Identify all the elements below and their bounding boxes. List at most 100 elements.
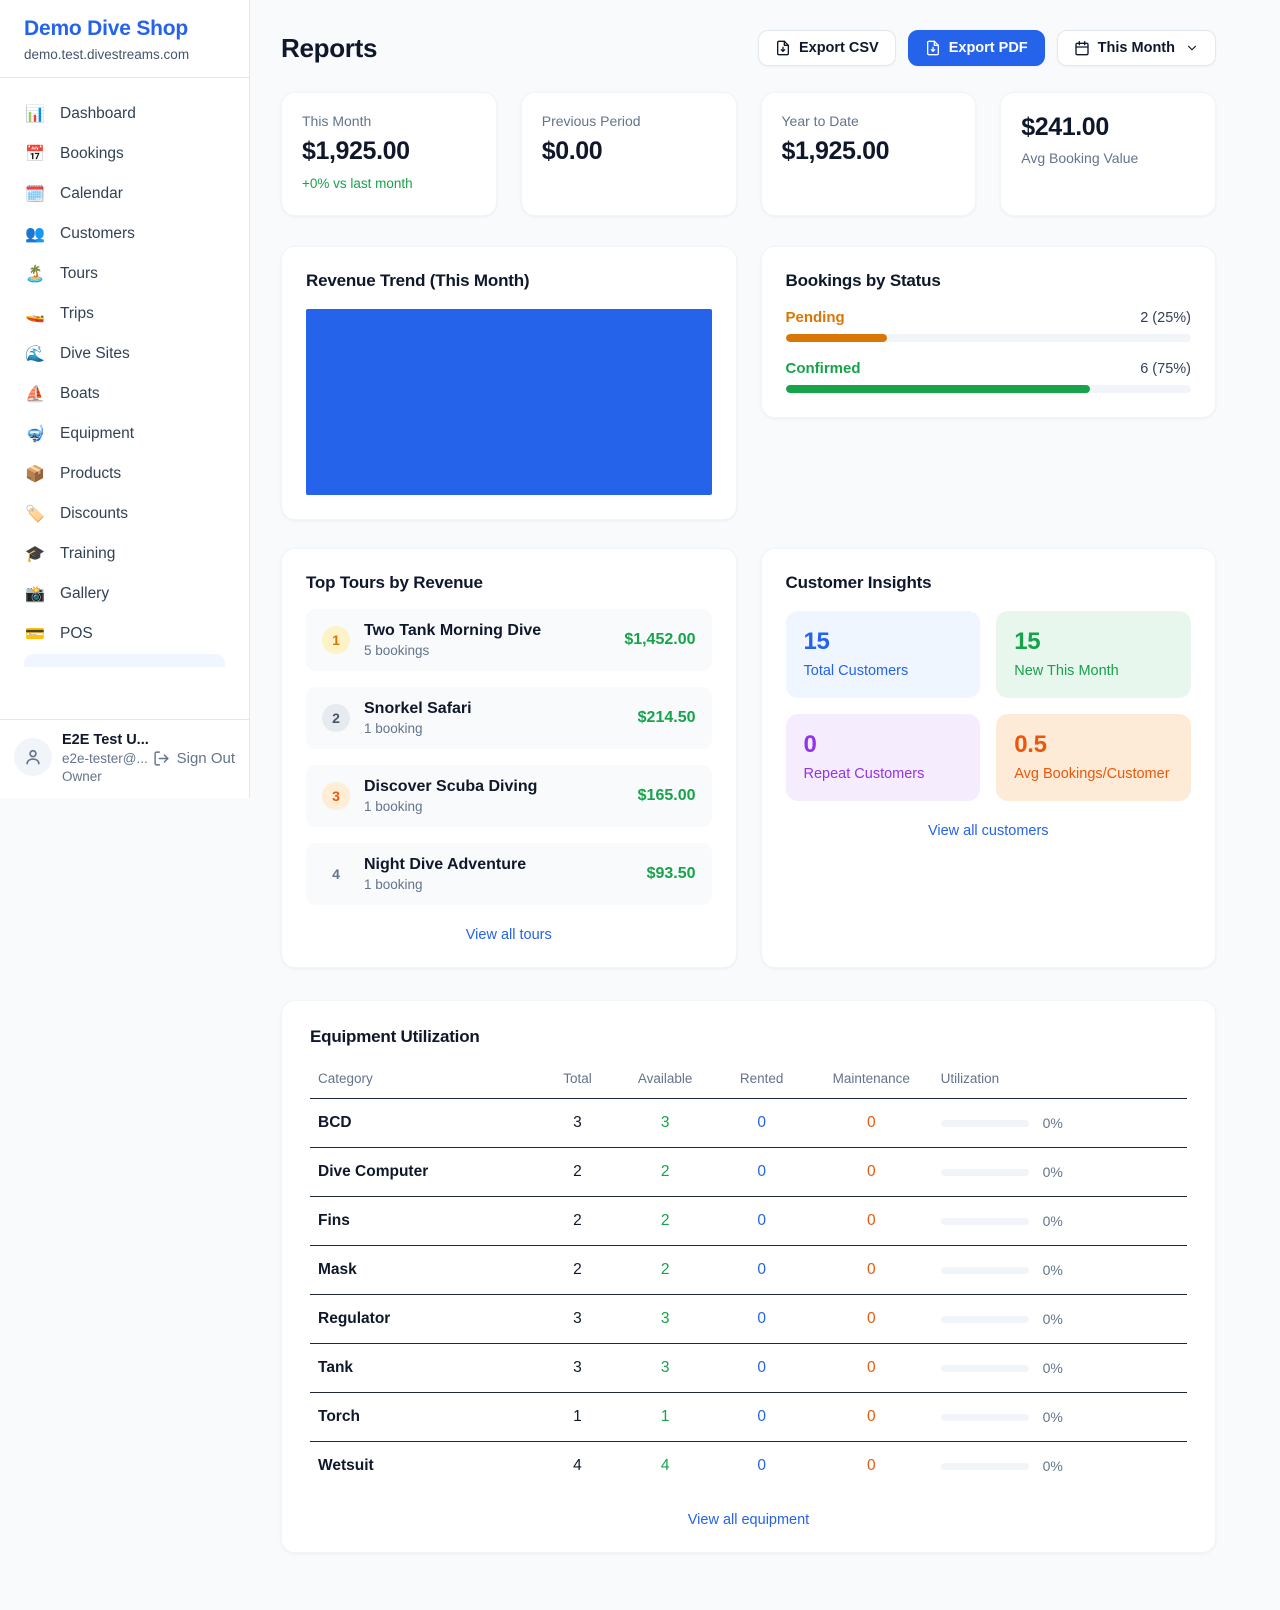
- status-bar-fill: [785, 334, 887, 342]
- table-row: Tank 3 3 0 0 0%: [310, 1343, 1187, 1393]
- calendar-icon: 🗓️: [25, 186, 45, 203]
- utilization-bar-track: [940, 1462, 1029, 1470]
- utilization-bar-track: [940, 1315, 1029, 1323]
- sidebar-item-trips[interactable]: 🚤 Trips: [12, 294, 237, 334]
- sidebar-item-customers[interactable]: 👥 Customers: [12, 214, 237, 254]
- stat-card-avg-booking-value: $241.00 Avg Booking Value: [1000, 92, 1216, 216]
- main-content: Reports Export CSV Export PDF This Month…: [251, 0, 1280, 1553]
- brand-header: Demo Dive Shop demo.test.divestreams.com: [0, 0, 249, 78]
- sidebar-item-calendar[interactable]: 🗓️ Calendar: [12, 174, 237, 214]
- sign-out-button[interactable]: Sign Out: [153, 750, 235, 767]
- table-row: Torch 1 1 0 0 0%: [310, 1392, 1187, 1442]
- cell-available: 3: [616, 1294, 714, 1344]
- view-all-customers-link[interactable]: View all customers: [927, 823, 1049, 839]
- utilization-bar-track: [940, 1266, 1029, 1274]
- status-bar-track: [785, 385, 1191, 393]
- tour-list-item: 2 Snorkel Safari 1 booking $214.50: [306, 687, 712, 749]
- cell-category: Wetsuit: [318, 1457, 374, 1474]
- sidebar-item-products[interactable]: 📦 Products: [12, 454, 237, 494]
- utilization-percent: 0%: [1042, 1115, 1063, 1131]
- insight-label: Repeat Customers: [803, 766, 925, 782]
- top-tours-title: Top Tours by Revenue: [306, 573, 483, 592]
- rank-badge: 1: [322, 626, 350, 654]
- sidebar-item-reports-active[interactable]: [24, 654, 225, 667]
- insight-total-customers: 15 Total Customers: [785, 611, 981, 698]
- table-row: Fins 2 2 0 0 0%: [310, 1196, 1187, 1246]
- utilization-cell: 0%: [940, 1115, 1179, 1131]
- tour-name: Discover Scuba Diving: [364, 778, 538, 795]
- sidebar-item-boats[interactable]: ⛵ Boats: [12, 374, 237, 414]
- customer-insights-title: Customer Insights: [785, 573, 932, 592]
- cell-category: Mask: [310, 1245, 539, 1295]
- user-name: E2E Test U...: [62, 732, 149, 748]
- sidebar-item-training[interactable]: 🎓 Training: [12, 534, 237, 574]
- sidebar-item-tours[interactable]: 🏝️ Tours: [12, 254, 237, 294]
- products-icon: 📦: [25, 466, 45, 483]
- bookings-by-status-title: Bookings by Status: [785, 271, 941, 290]
- status-label: Pending: [785, 309, 845, 326]
- stat-label: Year to Date: [781, 113, 859, 129]
- training-icon: 🎓: [25, 546, 45, 563]
- utilization-percent: 0%: [1042, 1213, 1063, 1229]
- tour-revenue: $93.50: [646, 865, 696, 882]
- period-select[interactable]: This Month: [1056, 30, 1216, 66]
- stat-value: $1,925.00: [302, 137, 410, 165]
- utilization-percent: 0%: [1042, 1164, 1063, 1180]
- stat-value: $1,925.00: [781, 137, 890, 165]
- sidebar-item-bookings[interactable]: 📅 Bookings: [12, 134, 237, 174]
- cell-available: 4: [660, 1457, 670, 1474]
- cell-total: 4: [573, 1457, 582, 1474]
- cell-rented: 0: [713, 1196, 810, 1246]
- cell-maintenance: 0: [809, 1147, 933, 1197]
- equipment-table: Category Total Available Rented Maintena…: [310, 1061, 1187, 1490]
- sidebar-item-discounts[interactable]: 🏷️ Discounts: [12, 494, 237, 534]
- gallery-icon: 📸: [25, 586, 45, 603]
- utilization-percent: 0%: [1042, 1409, 1063, 1425]
- view-all-tours-link[interactable]: View all tours: [465, 927, 552, 943]
- view-all-equipment-link[interactable]: View all equipment: [687, 1512, 810, 1528]
- customer-insights-card: Customer Insights 15 Total Customers 15 …: [760, 548, 1216, 968]
- table-row: Dive Computer 2 2 0 0 0%: [310, 1147, 1187, 1197]
- column-header-available: Available: [616, 1061, 714, 1099]
- rank-badge: 4: [332, 866, 340, 882]
- cell-category: Fins: [310, 1196, 539, 1246]
- sidebar-item-dashboard[interactable]: 📊 Dashboard: [12, 94, 237, 134]
- tour-bookings: 1 booking: [364, 721, 423, 736]
- tour-list-item: 4 Night Dive Adventure 1 booking $93.50: [306, 843, 712, 905]
- dashboard-icon: 📊: [25, 106, 45, 123]
- cell-total: 1: [538, 1392, 617, 1442]
- sidebar-item-equipment[interactable]: 🤿 Equipment: [12, 414, 237, 454]
- sidebar-item-dive-sites[interactable]: 🌊 Dive Sites: [12, 334, 237, 374]
- utilization-percent: 0%: [1042, 1311, 1063, 1327]
- cell-available: 2: [616, 1245, 714, 1295]
- insight-value: 0.5: [1014, 731, 1047, 758]
- utilization-bar-track: [940, 1168, 1029, 1176]
- stat-value: $241.00: [1021, 113, 1109, 141]
- utilization-cell: 0%: [940, 1311, 1179, 1327]
- utilization-percent: 0%: [1042, 1458, 1063, 1474]
- sidebar-item-label: Bookings: [60, 145, 124, 162]
- tour-revenue: $214.50: [637, 709, 696, 726]
- utilization-cell: 0%: [940, 1262, 1179, 1278]
- equipment-utilization-card: Equipment Utilization Category Total Ava…: [281, 1000, 1216, 1553]
- sidebar-item-gallery[interactable]: 📸 Gallery: [12, 574, 237, 614]
- table-row: Wetsuit 4 4 0 0 0%: [310, 1442, 1187, 1491]
- user-panel: E2E Test U... e2e-tester@... Owner Sign …: [0, 719, 249, 798]
- sidebar-item-label: Discounts: [60, 505, 129, 522]
- bookings-icon: 📅: [25, 146, 45, 163]
- revenue-trend-title: Revenue Trend (This Month): [306, 271, 530, 290]
- stat-card-previous-period: Previous Period $0.00: [520, 92, 737, 216]
- insight-value: 15: [803, 628, 830, 655]
- export-pdf-label: Export PDF: [948, 40, 1028, 56]
- cell-total: 3: [538, 1098, 617, 1148]
- person-icon: [26, 749, 40, 765]
- column-header-category: Category: [310, 1061, 539, 1099]
- export-pdf-button[interactable]: Export PDF: [907, 30, 1045, 66]
- sidebar-item-pos[interactable]: 💳 POS: [12, 614, 237, 654]
- cell-total: 2: [538, 1196, 617, 1246]
- tour-bookings: 1 booking: [364, 877, 423, 892]
- logout-icon: [154, 750, 169, 766]
- export-csv-button[interactable]: Export CSV: [757, 30, 896, 66]
- cell-total: 3: [538, 1343, 617, 1393]
- cell-available: 2: [616, 1196, 714, 1246]
